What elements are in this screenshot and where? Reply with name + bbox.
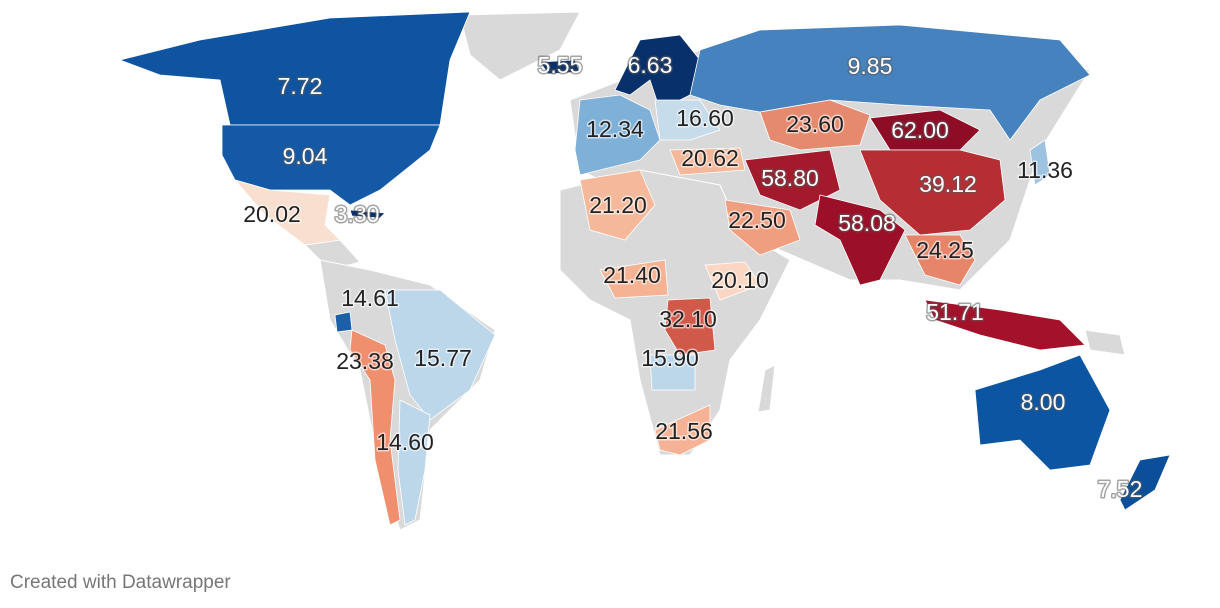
country bbox=[704, 261, 761, 301]
value-label: 9.85 bbox=[848, 53, 893, 79]
land bbox=[1084, 329, 1126, 356]
value-label: 51.71 bbox=[926, 299, 984, 325]
country bbox=[869, 109, 981, 151]
labels: 7.72 9.04 20.02 3.30 5.55 6.63 9.85 12.34 16.60 2… bbox=[242, 51, 1144, 504]
country bbox=[1119, 454, 1171, 511]
country bbox=[1029, 139, 1051, 186]
value-label: 22.50 bbox=[728, 207, 786, 233]
value-label: 9.04 bbox=[283, 143, 328, 169]
value-label: 21.40 bbox=[603, 262, 661, 288]
country bbox=[859, 149, 1006, 236]
country bbox=[669, 147, 746, 176]
value-label: 14.60 bbox=[376, 429, 434, 455]
country bbox=[654, 404, 711, 456]
country bbox=[724, 199, 801, 256]
country bbox=[599, 259, 669, 299]
value-label: 58.80 bbox=[761, 165, 819, 191]
regions bbox=[118, 11, 1171, 526]
value-label: 32.10 bbox=[659, 306, 717, 332]
value-label: 11.36 bbox=[1017, 157, 1073, 183]
value-label: 20.62 bbox=[681, 145, 739, 171]
value-label: 23.60 bbox=[786, 111, 844, 137]
country bbox=[654, 99, 721, 141]
country bbox=[759, 99, 871, 151]
value-label: 21.20 bbox=[589, 192, 647, 218]
value-label: 20.02 bbox=[243, 201, 301, 227]
world-map: 7.72 9.04 20.02 3.30 5.55 6.63 9.85 12.34 16.60 2… bbox=[118, 11, 1171, 531]
value-label: 12.34 bbox=[586, 116, 644, 142]
value-label: 21.56 bbox=[655, 418, 713, 444]
country bbox=[118, 11, 471, 126]
value-label: 62.00 bbox=[891, 117, 949, 143]
value-label: 23.38 bbox=[336, 348, 394, 374]
value-label: 58.08 bbox=[838, 210, 896, 236]
value-label: 24.25 bbox=[916, 237, 974, 263]
value-label: 14.61 bbox=[341, 285, 399, 311]
country bbox=[574, 94, 661, 176]
country bbox=[649, 354, 696, 391]
country bbox=[349, 209, 386, 219]
credit: Created with Datawrapper bbox=[10, 572, 231, 593]
value-label: 8.00 bbox=[1021, 389, 1066, 415]
value-label: 16.60 bbox=[676, 105, 734, 131]
land bbox=[757, 364, 776, 413]
country bbox=[384, 289, 496, 421]
value-label: 20.10 bbox=[711, 267, 769, 293]
country bbox=[233, 179, 341, 246]
value-label: 7.52 bbox=[1098, 476, 1143, 502]
country bbox=[334, 311, 353, 333]
country bbox=[904, 234, 976, 286]
value-label: 7.72 bbox=[278, 73, 323, 99]
value-label: 15.77 bbox=[414, 345, 472, 371]
country bbox=[221, 124, 441, 206]
land bbox=[459, 11, 581, 81]
value-label: 39.12 bbox=[919, 171, 977, 197]
country bbox=[579, 169, 656, 241]
country bbox=[397, 399, 431, 526]
country bbox=[349, 329, 401, 526]
value-label: 15.90 bbox=[641, 345, 699, 371]
country bbox=[539, 59, 581, 75]
country bbox=[924, 299, 1086, 351]
value-label: 6.63 bbox=[628, 52, 673, 78]
value-label: 3.30 bbox=[335, 201, 380, 227]
country bbox=[664, 297, 716, 356]
country bbox=[814, 194, 906, 286]
value-label: 5.55 bbox=[538, 52, 583, 78]
country bbox=[974, 354, 1111, 471]
